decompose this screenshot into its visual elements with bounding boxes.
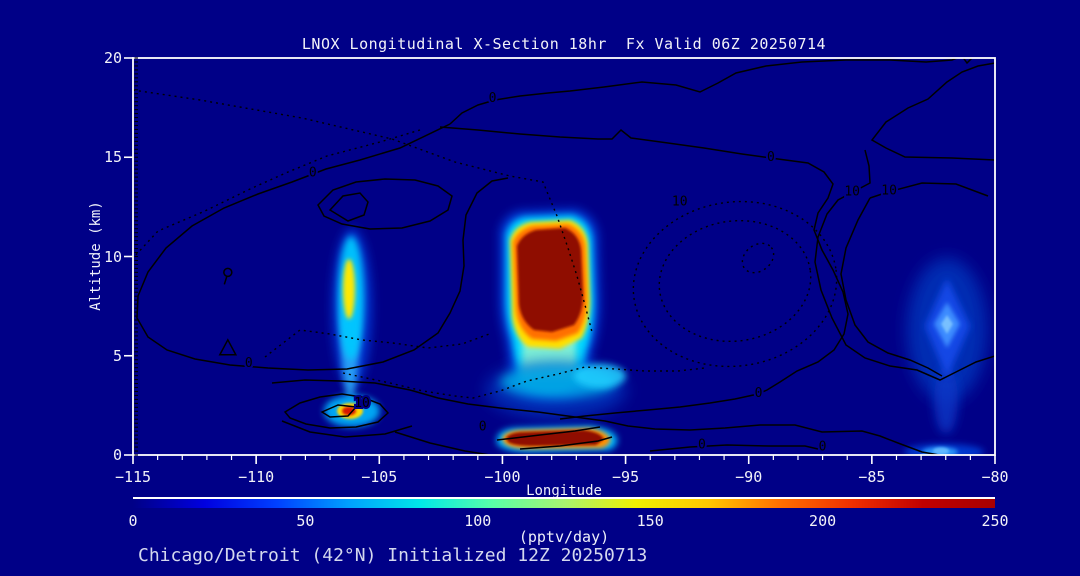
tick-label: 150 bbox=[636, 512, 664, 530]
tick-label: 20 bbox=[103, 49, 122, 67]
tick-label: 250 bbox=[981, 512, 1009, 530]
tick-label: 100 bbox=[464, 512, 492, 530]
svg-text:0: 0 bbox=[309, 166, 317, 181]
tick-label: 10 bbox=[103, 247, 122, 266]
svg-text:0: 0 bbox=[489, 91, 497, 106]
contour-labels: 0 0 0 0 10 10 10 10 0 0 0 0 bbox=[243, 89, 899, 455]
caption: Chicago/Detroit (42°N) Initialized 12Z 2… bbox=[138, 545, 648, 566]
tick-label: 200 bbox=[809, 512, 837, 530]
tick-label: −95 bbox=[612, 468, 640, 486]
tick-label: −85 bbox=[858, 468, 886, 486]
svg-text:0: 0 bbox=[698, 438, 706, 453]
tick-label: 50 bbox=[296, 512, 315, 530]
axes bbox=[124, 57, 996, 464]
tick-label: −90 bbox=[735, 468, 763, 486]
tick-label: −100 bbox=[484, 468, 521, 486]
svg-text:10: 10 bbox=[881, 183, 897, 198]
surface-streak-core bbox=[506, 430, 604, 446]
plot-markers bbox=[218, 267, 238, 356]
colorbar bbox=[133, 497, 995, 508]
svg-text:10: 10 bbox=[844, 184, 860, 199]
column-yellow-core bbox=[343, 259, 355, 319]
tick-label: −115 bbox=[114, 468, 152, 486]
right-column-core bbox=[941, 315, 953, 334]
tick-label: −105 bbox=[361, 468, 398, 486]
tick-label: 15 bbox=[103, 148, 122, 167]
svg-text:0: 0 bbox=[479, 420, 487, 435]
tick-label: −110 bbox=[238, 468, 275, 486]
svg-text:10: 10 bbox=[672, 194, 688, 209]
heatmap-blobs bbox=[324, 209, 987, 455]
tick-label: 0 bbox=[128, 512, 138, 530]
tick-label: 5 bbox=[112, 346, 122, 365]
svg-text:0: 0 bbox=[819, 440, 827, 455]
svg-text:0: 0 bbox=[767, 150, 775, 165]
colorbar-unit-label: (pptv/day) bbox=[518, 528, 610, 546]
midlow-cyan-bright bbox=[574, 364, 626, 388]
main-plume-core bbox=[517, 228, 583, 332]
svg-text:10: 10 bbox=[354, 396, 370, 411]
svg-text:0: 0 bbox=[755, 386, 763, 401]
right-surface-core bbox=[933, 447, 949, 455]
hotspot-core bbox=[342, 406, 356, 416]
tick-label: 0 bbox=[112, 446, 122, 464]
tick-label: −80 bbox=[981, 468, 1009, 486]
contour-lines-solid bbox=[136, 58, 995, 455]
right-column-tail bbox=[934, 366, 958, 434]
contour-lines-dotted bbox=[133, 89, 838, 399]
chart-title: LNOX Longitudinal X-Section 18hr Fx Vali… bbox=[301, 35, 827, 53]
svg-text:0: 0 bbox=[245, 356, 253, 371]
x-axis-title: Longitude bbox=[526, 483, 602, 499]
